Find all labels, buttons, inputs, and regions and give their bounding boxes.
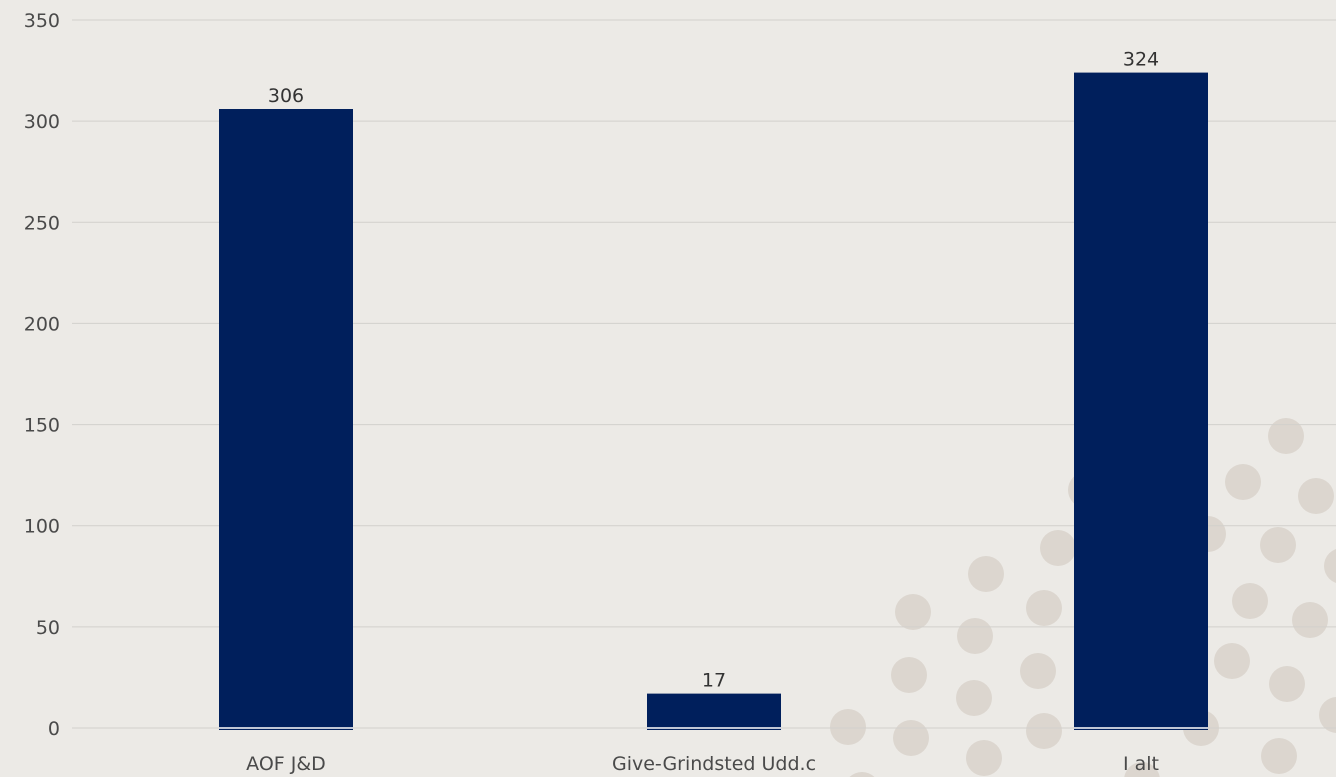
bars [219, 72, 1208, 730]
category-label: AOF J&D [246, 753, 326, 775]
bar-3 [1074, 72, 1208, 730]
category-label: Give-Grindsted Udd.c [612, 753, 816, 775]
y-tick-label: 250 [24, 212, 60, 234]
category-labels: AOF J&D Give-Grindsted Udd.c I alt [246, 753, 1159, 775]
bar-1 [219, 109, 353, 730]
y-axis-tick-labels: 0 50 100 150 200 250 300 350 [24, 10, 60, 740]
decorative-dot [893, 720, 929, 756]
decorative-dot [1319, 697, 1336, 733]
bar-2 [647, 693, 781, 730]
y-tick-label: 200 [24, 313, 60, 335]
data-label: 17 [702, 670, 726, 692]
y-tick-label: 0 [48, 718, 60, 740]
decorative-dot [1020, 653, 1056, 689]
decorative-dot [1261, 738, 1297, 774]
decorative-dot [957, 618, 993, 654]
decorative-dot [1214, 643, 1250, 679]
decorative-dot [956, 680, 992, 716]
decorative-dot [1324, 549, 1336, 583]
y-tick-label: 50 [36, 617, 60, 639]
category-label: I alt [1123, 753, 1159, 775]
decorative-dot [891, 657, 927, 693]
decorative-dot [1292, 602, 1328, 638]
data-label: 324 [1123, 49, 1159, 71]
data-label: 306 [268, 85, 304, 107]
decorative-dot [1268, 418, 1304, 454]
y-tick-label: 100 [24, 516, 60, 538]
decorative-dot [1124, 762, 1160, 777]
data-labels: 306 17 324 [268, 49, 1159, 692]
decorative-dot [830, 709, 866, 745]
decorative-dot [1232, 583, 1268, 619]
decorative-dot [1026, 713, 1062, 749]
decorative-dot [895, 594, 931, 630]
decorative-dot [849, 772, 875, 777]
decorative-dot [1026, 590, 1062, 626]
decorative-dot [1298, 478, 1334, 514]
y-tick-label: 350 [24, 10, 60, 32]
decorative-dot [968, 556, 1004, 592]
y-tick-label: 150 [24, 415, 60, 437]
decorative-dot [966, 740, 1002, 776]
decorative-dot [1269, 666, 1305, 702]
decorative-dot [1040, 530, 1076, 566]
decorative-dot [1260, 527, 1296, 563]
y-tick-label: 300 [24, 111, 60, 133]
decorative-dot [1225, 464, 1261, 500]
